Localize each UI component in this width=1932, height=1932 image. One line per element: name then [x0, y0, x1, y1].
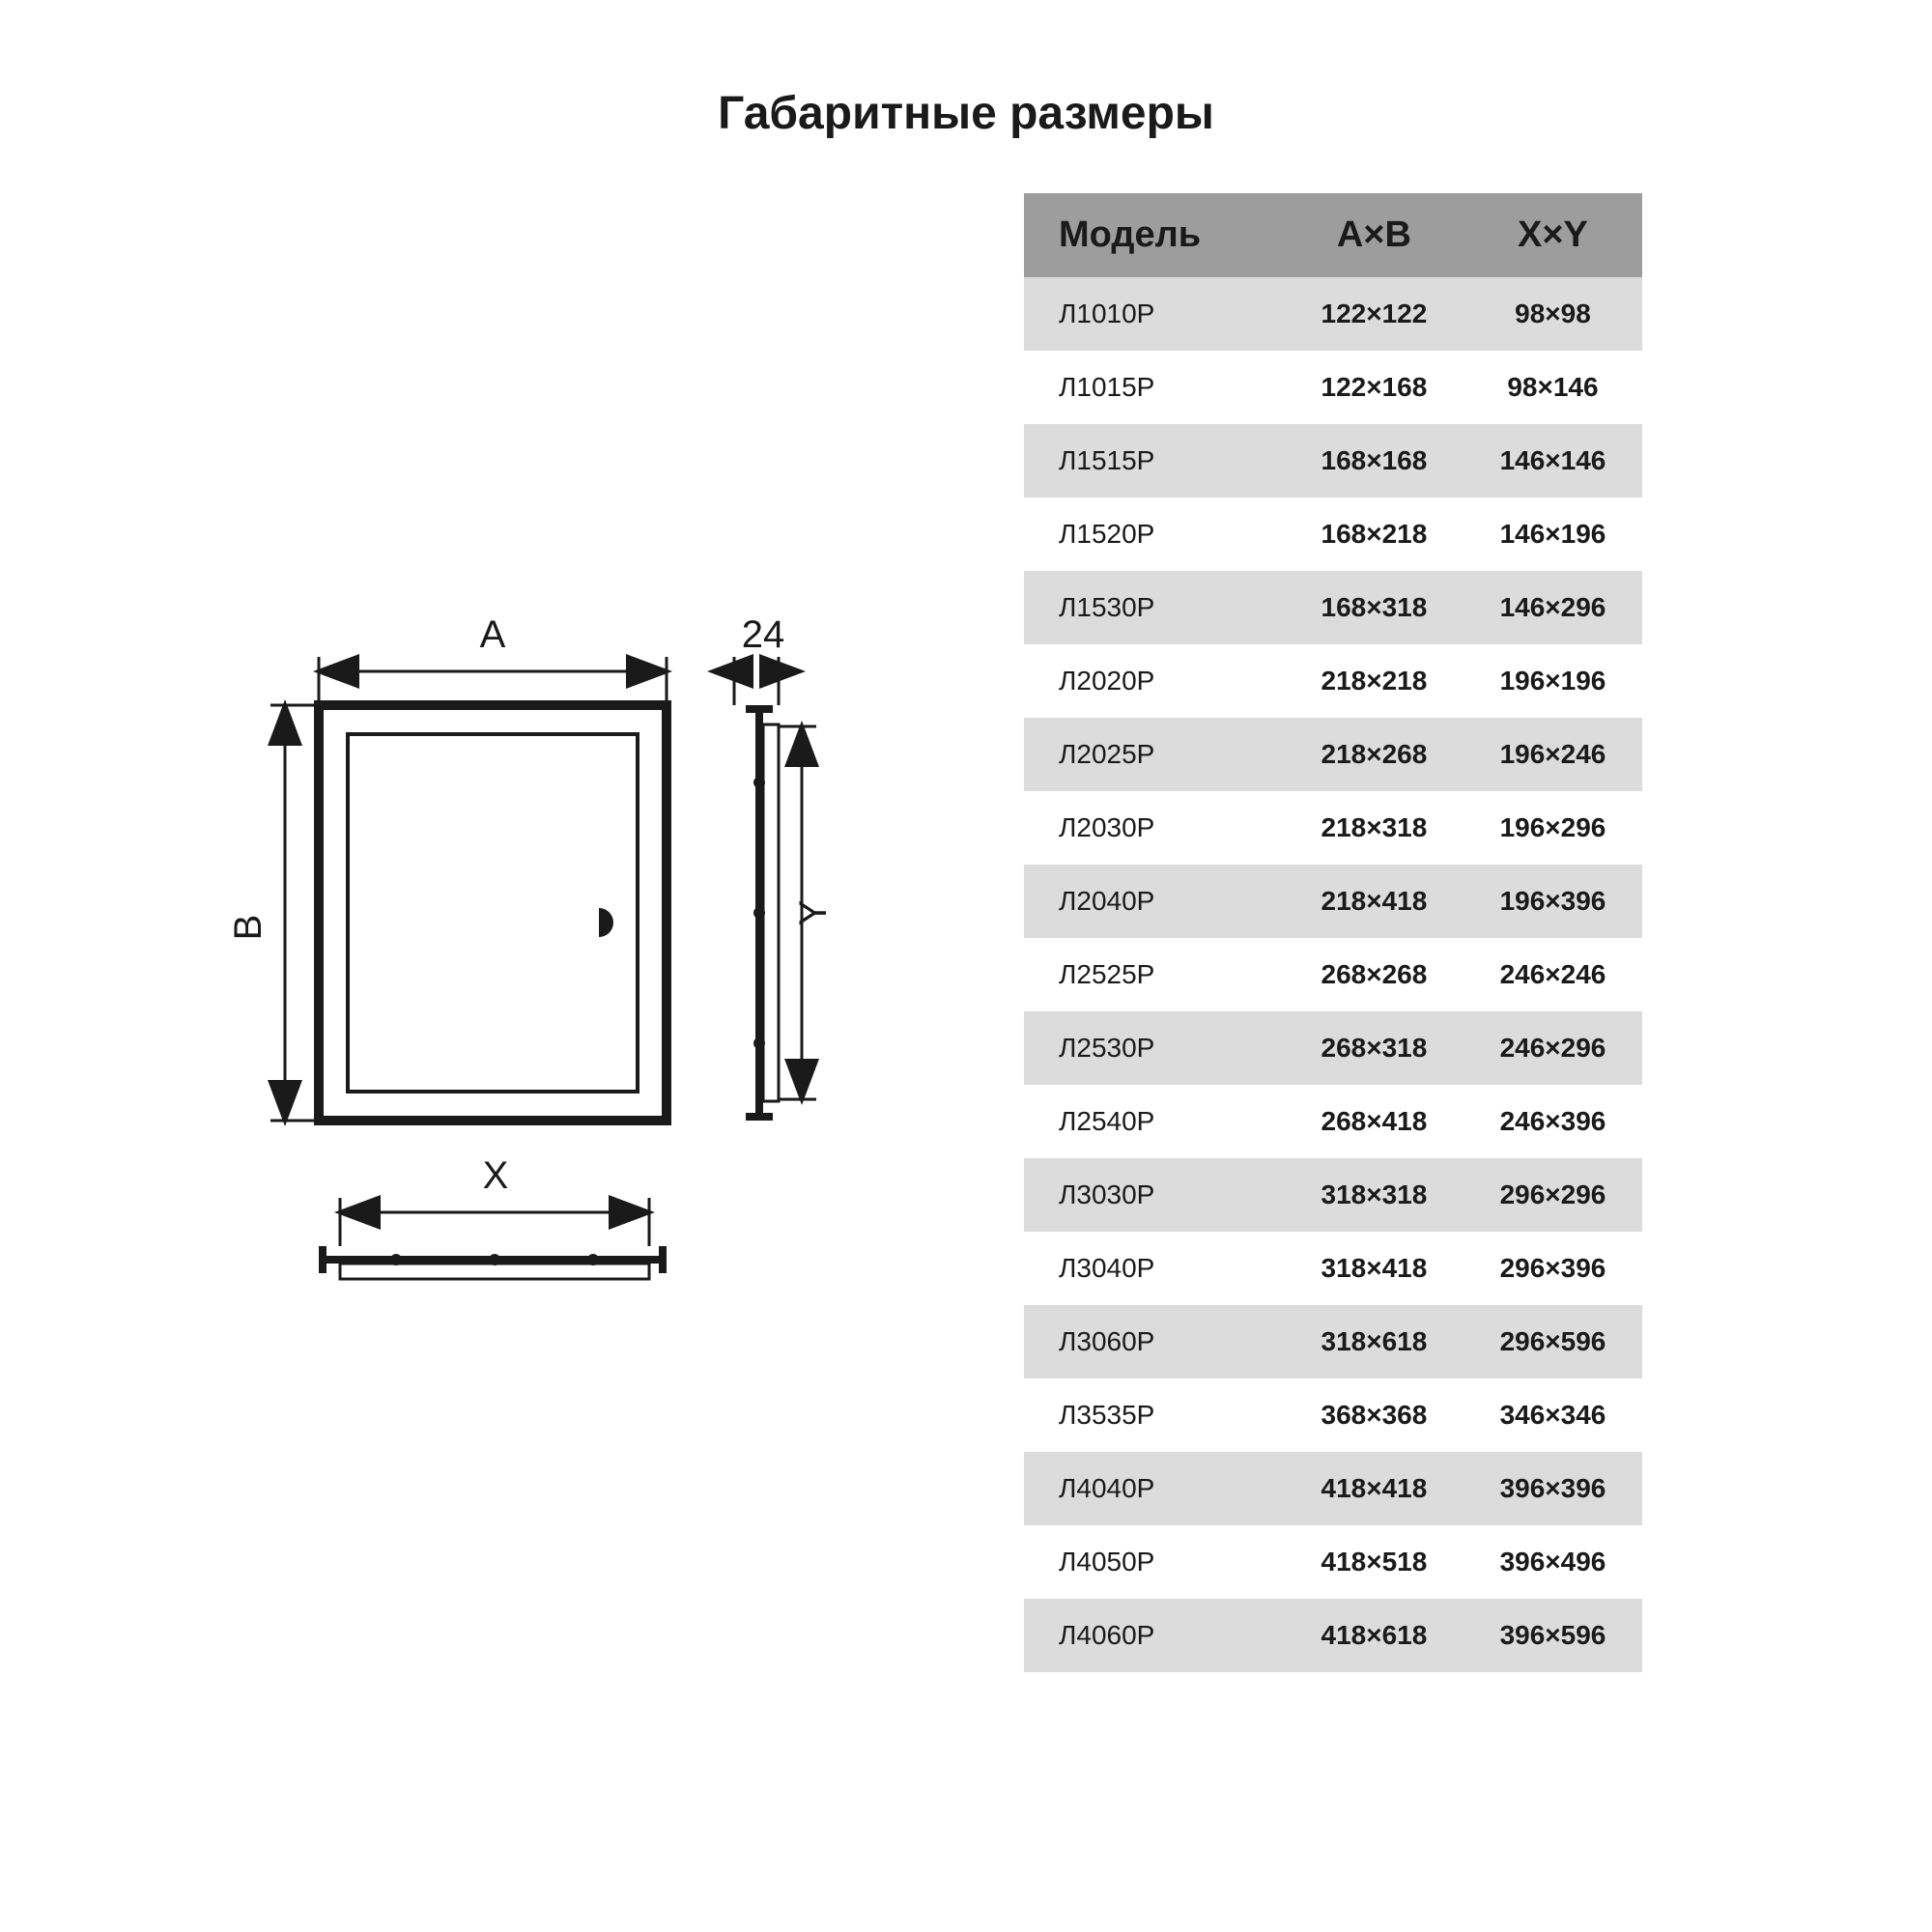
cell-xy: 296×596: [1463, 1305, 1642, 1378]
table-row: Л1530Р168×318146×296: [1024, 571, 1642, 644]
cell-model: Л1015Р: [1024, 351, 1285, 424]
cell-xy: 246×396: [1463, 1085, 1642, 1158]
dimension-diagram: A 24 B Y X: [222, 618, 898, 1439]
cell-xy: 146×196: [1463, 497, 1642, 571]
cell-ab: 168×318: [1285, 571, 1463, 644]
cell-xy: 196×246: [1463, 718, 1642, 791]
cell-xy: 98×98: [1463, 277, 1642, 351]
cell-ab: 318×418: [1285, 1232, 1463, 1305]
table-header: Модель A×B X×Y: [1024, 193, 1642, 277]
table-row: Л1015Р122×16898×146: [1024, 351, 1642, 424]
table-row: Л1515Р168×168146×146: [1024, 424, 1642, 497]
cell-ab: 268×318: [1285, 1011, 1463, 1085]
cell-model: Л4050Р: [1024, 1525, 1285, 1599]
cell-model: Л1515Р: [1024, 424, 1285, 497]
table-row: Л1010Р122×12298×98: [1024, 277, 1642, 351]
cell-xy: 246×246: [1463, 938, 1642, 1011]
cell-ab: 122×122: [1285, 277, 1463, 351]
cell-model: Л2540Р: [1024, 1085, 1285, 1158]
table-row: Л3535Р368×368346×346: [1024, 1378, 1642, 1452]
cell-ab: 218×218: [1285, 644, 1463, 718]
col-ab: A×B: [1285, 193, 1463, 277]
cell-ab: 318×618: [1285, 1305, 1463, 1378]
cell-model: Л2025Р: [1024, 718, 1285, 791]
cell-model: Л1530Р: [1024, 571, 1285, 644]
cell-model: Л2525Р: [1024, 938, 1285, 1011]
cell-xy: 396×596: [1463, 1599, 1642, 1672]
cell-xy: 396×496: [1463, 1525, 1642, 1599]
cell-ab: 168×168: [1285, 424, 1463, 497]
cell-xy: 196×196: [1463, 644, 1642, 718]
cell-ab: 218×268: [1285, 718, 1463, 791]
col-xy: X×Y: [1463, 193, 1642, 277]
cell-xy: 196×396: [1463, 865, 1642, 938]
cell-xy: 196×296: [1463, 791, 1642, 865]
cell-model: Л3030Р: [1024, 1158, 1285, 1232]
cell-ab: 268×418: [1285, 1085, 1463, 1158]
table-row: Л4050Р418×518396×496: [1024, 1525, 1642, 1599]
table-row: Л2025Р218×268196×246: [1024, 718, 1642, 791]
cell-ab: 168×218: [1285, 497, 1463, 571]
cell-xy: 296×396: [1463, 1232, 1642, 1305]
dimensions-table: Модель A×B X×Y Л1010Р122×12298×98Л1015Р1…: [1024, 193, 1642, 1672]
cell-model: Л1010Р: [1024, 277, 1285, 351]
page-title: Габаритные размеры: [0, 87, 1932, 140]
cell-ab: 418×518: [1285, 1525, 1463, 1599]
cell-model: Л3535Р: [1024, 1378, 1285, 1452]
cell-model: Л2040Р: [1024, 865, 1285, 938]
table-row: Л2020Р218×218196×196: [1024, 644, 1642, 718]
cell-xy: 98×146: [1463, 351, 1642, 424]
cell-model: Л2030Р: [1024, 791, 1285, 865]
cell-model: Л3040Р: [1024, 1232, 1285, 1305]
cell-model: Л4040Р: [1024, 1452, 1285, 1525]
table-row: Л2540Р268×418246×396: [1024, 1085, 1642, 1158]
cell-xy: 296×296: [1463, 1158, 1642, 1232]
cell-ab: 268×268: [1285, 938, 1463, 1011]
table-row: Л4040Р418×418396×396: [1024, 1452, 1642, 1525]
table-row: Л2530Р268×318246×296: [1024, 1011, 1642, 1085]
table-row: Л1520Р168×218146×196: [1024, 497, 1642, 571]
table-row: Л2040Р218×418196×396: [1024, 865, 1642, 938]
cell-ab: 122×168: [1285, 351, 1463, 424]
table-row: Л2525Р268×268246×246: [1024, 938, 1642, 1011]
dim-label-X: X: [483, 1154, 509, 1197]
cell-ab: 218×318: [1285, 791, 1463, 865]
cell-ab: 418×618: [1285, 1599, 1463, 1672]
table-row: Л3060Р318×618296×596: [1024, 1305, 1642, 1378]
cell-model: Л4060Р: [1024, 1599, 1285, 1672]
col-model: Модель: [1024, 193, 1285, 277]
dim-label-A: A: [480, 618, 506, 656]
cell-model: Л2530Р: [1024, 1011, 1285, 1085]
cell-ab: 318×318: [1285, 1158, 1463, 1232]
cell-xy: 146×296: [1463, 571, 1642, 644]
table-row: Л3040Р318×418296×396: [1024, 1232, 1642, 1305]
cell-model: Л1520Р: [1024, 497, 1285, 571]
cell-xy: 246×296: [1463, 1011, 1642, 1085]
cell-ab: 368×368: [1285, 1378, 1463, 1452]
cell-ab: 218×418: [1285, 865, 1463, 938]
cell-model: Л3060Р: [1024, 1305, 1285, 1378]
dim-label-Y: Y: [792, 900, 835, 926]
cell-xy: 396×396: [1463, 1452, 1642, 1525]
cell-xy: 346×346: [1463, 1378, 1642, 1452]
dim-label-B: B: [227, 915, 270, 941]
cell-model: Л2020Р: [1024, 644, 1285, 718]
cell-ab: 418×418: [1285, 1452, 1463, 1525]
table-row: Л3030Р318×318296×296: [1024, 1158, 1642, 1232]
cell-xy: 146×146: [1463, 424, 1642, 497]
table-row: Л2030Р218×318196×296: [1024, 791, 1642, 865]
dim-label-depth: 24: [742, 618, 785, 656]
table-row: Л4060Р418×618396×596: [1024, 1599, 1642, 1672]
